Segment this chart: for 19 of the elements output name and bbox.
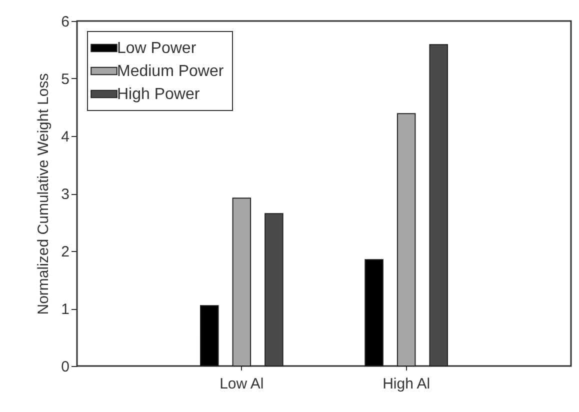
x-tick-label: High Al bbox=[382, 376, 430, 392]
y-tick-label: 2 bbox=[61, 244, 70, 260]
bar bbox=[396, 113, 416, 366]
bar bbox=[232, 198, 252, 366]
y-tick-label: 1 bbox=[61, 301, 70, 318]
y-tick-label: 3 bbox=[61, 186, 70, 203]
legend-label: Low Power bbox=[117, 40, 197, 57]
y-tick-label: 0 bbox=[61, 358, 70, 376]
y-tick-label: 5 bbox=[61, 71, 70, 88]
bar bbox=[429, 44, 448, 366]
bar bbox=[264, 213, 284, 366]
legend-label: High Power bbox=[117, 86, 200, 103]
y-tick-label: 6 bbox=[61, 14, 70, 30]
y-axis-title: Normalized Cumulative Weight Loss bbox=[35, 73, 52, 315]
y-tick-label: 4 bbox=[61, 128, 70, 146]
x-tick-label: Low Al bbox=[220, 376, 264, 392]
bar bbox=[364, 259, 384, 366]
legend-label: Medium Power bbox=[117, 63, 224, 80]
bar bbox=[200, 305, 219, 366]
